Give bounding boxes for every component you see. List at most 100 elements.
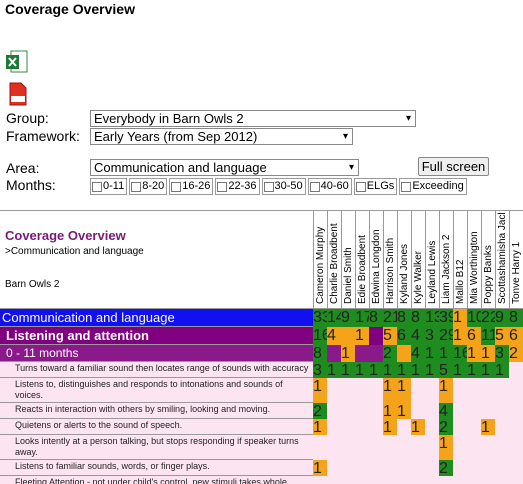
cell: 2 — [383, 345, 398, 363]
cell — [327, 419, 342, 436]
child-name: Scottashamisha Jacks — [497, 213, 508, 304]
cell — [327, 476, 342, 484]
framework-select[interactable]: Early Years (from Sep 2012) — [90, 128, 353, 145]
cell: 33 — [313, 309, 331, 328]
month-checkbox[interactable]: Exceeding — [399, 178, 467, 195]
child-name: Tonve Harry 1 — [511, 241, 522, 304]
excel-icon[interactable] — [5, 50, 29, 74]
cell — [341, 327, 356, 346]
cell — [341, 378, 356, 404]
cell — [453, 378, 468, 404]
cell — [341, 419, 356, 436]
cell: 8 — [411, 309, 426, 328]
cell: 1 — [481, 345, 496, 363]
cell — [355, 435, 370, 461]
month-label: 22-36 — [228, 180, 257, 192]
column-divider — [383, 211, 384, 308]
cell: 2 — [439, 460, 454, 477]
checkbox[interactable] — [217, 181, 228, 192]
column-divider — [397, 211, 398, 308]
cell: 1 — [439, 378, 454, 404]
cell — [327, 435, 342, 461]
checkbox[interactable] — [171, 181, 182, 192]
cell — [467, 460, 482, 477]
cell — [369, 435, 384, 461]
cell — [369, 327, 384, 346]
row-label: Listening and attention — [6, 328, 149, 343]
column-divider — [341, 211, 342, 308]
cell: 6 — [509, 327, 523, 346]
cell — [327, 345, 342, 363]
cell — [369, 476, 384, 484]
checkbox[interactable] — [92, 181, 102, 192]
cell: 22 — [481, 309, 499, 328]
checkbox[interactable] — [401, 181, 412, 192]
cell: 1 — [453, 362, 468, 379]
child-name: Liam Jackson 2 — [441, 234, 452, 304]
area-select[interactable]: Communication and language — [90, 159, 359, 176]
cell: 1 — [369, 362, 384, 379]
column-divider — [313, 211, 314, 308]
cell: 16 — [313, 327, 331, 346]
month-checkbox[interactable]: 8-20 — [129, 178, 168, 195]
months-label: Months: — [6, 177, 56, 193]
child-name: Kyle Walker — [413, 251, 424, 304]
cell: 1 — [439, 435, 454, 461]
cell — [495, 435, 510, 461]
row-label: Communication and language — [2, 310, 175, 325]
cell — [397, 419, 412, 436]
cell — [397, 476, 412, 484]
column-divider — [509, 211, 510, 308]
cell: 17 — [355, 309, 373, 328]
cell: 5 — [383, 327, 398, 346]
full-screen-button[interactable]: Full screen — [418, 157, 489, 176]
cell: 6 — [397, 327, 412, 346]
checkbox[interactable] — [355, 181, 366, 192]
month-checkbox[interactable]: 30-50 — [261, 178, 306, 195]
cell — [509, 378, 523, 404]
month-checkbox[interactable]: ELGs — [353, 178, 398, 195]
checkbox[interactable] — [309, 181, 320, 192]
checkbox[interactable] — [263, 181, 274, 192]
cell: 1 — [397, 378, 412, 404]
cell — [453, 460, 468, 477]
cell — [467, 403, 482, 420]
cell: 1 — [355, 362, 370, 379]
checkbox[interactable] — [131, 181, 142, 192]
row-label: Turns toward a familiar sound then locat… — [15, 363, 309, 373]
cell — [369, 460, 384, 477]
month-checkbox[interactable]: 0-11 — [90, 178, 128, 195]
cell — [411, 460, 426, 477]
cell — [327, 378, 342, 404]
month-checkbox[interactable]: 22-36 — [215, 178, 260, 195]
cell: 1 — [439, 345, 454, 363]
divider — [0, 210, 523, 211]
cell: 1 — [313, 419, 328, 436]
cell: 8 — [369, 309, 384, 328]
cell: 1 — [411, 419, 426, 436]
cell: 11 — [481, 327, 498, 346]
cell — [355, 460, 370, 477]
cell: 29 — [439, 327, 457, 346]
cell: 9 — [341, 309, 356, 328]
cell — [439, 476, 454, 484]
cell: 16 — [453, 345, 471, 363]
cell — [369, 403, 384, 420]
month-checkbox[interactable]: 40-60 — [307, 178, 352, 195]
cell — [425, 476, 440, 484]
row-label: Listens to familiar sounds, words, or fi… — [15, 461, 210, 471]
cell: 9 — [495, 309, 510, 328]
month-label: 40-60 — [320, 180, 349, 192]
cell — [397, 435, 412, 461]
cell: 1 — [467, 345, 482, 363]
cell: 8 — [509, 309, 523, 328]
cell — [481, 460, 496, 477]
month-checkbox[interactable]: 16-26 — [169, 178, 214, 195]
cell — [369, 419, 384, 436]
pdf-icon[interactable] — [8, 82, 28, 106]
cell — [481, 476, 496, 484]
cell — [411, 435, 426, 461]
cell — [355, 345, 370, 363]
group-select[interactable]: Everybody in Barn Owls 2 — [90, 110, 416, 127]
cell — [341, 476, 356, 484]
